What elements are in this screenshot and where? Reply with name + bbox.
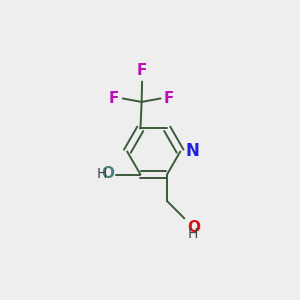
Text: F: F — [109, 91, 119, 106]
Text: N: N — [185, 142, 199, 160]
Text: F: F — [137, 63, 147, 78]
Text: O: O — [101, 166, 114, 181]
Text: H: H — [187, 227, 197, 241]
Text: F: F — [164, 91, 174, 106]
Text: O: O — [187, 220, 200, 235]
Text: H: H — [97, 167, 107, 181]
